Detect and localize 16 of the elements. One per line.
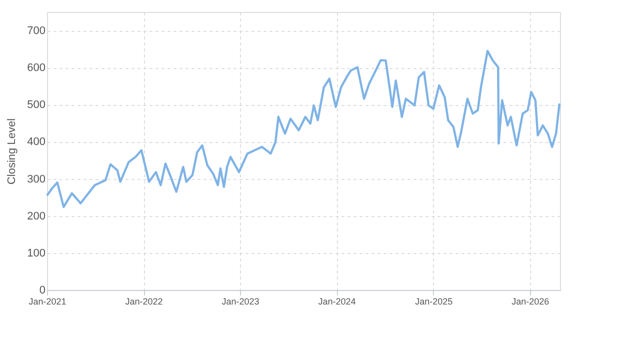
x-tick-label: Jan-2026 [512,296,550,306]
x-tick-label: Jan-2023 [222,296,260,306]
y-tick-label: 100 [27,247,46,260]
y-tick-label: 0 [39,284,46,296]
x-tick-label: Jan-2021 [28,296,66,306]
line-series [46,50,561,208]
y-tick-label: 500 [27,99,46,112]
y-tick-label: 300 [27,173,46,186]
y-axis-title: Closing Level [6,118,18,185]
x-tick-label: Jan-2022 [125,296,163,306]
y-tick-label: 200 [27,210,46,222]
x-tick-label: Jan-2025 [415,296,453,306]
y-tick-label: 600 [27,62,46,74]
x-tick-label: Jan-2024 [318,296,356,306]
y-tick-label: 400 [27,136,46,148]
y-tick-label: 700 [27,25,46,38]
